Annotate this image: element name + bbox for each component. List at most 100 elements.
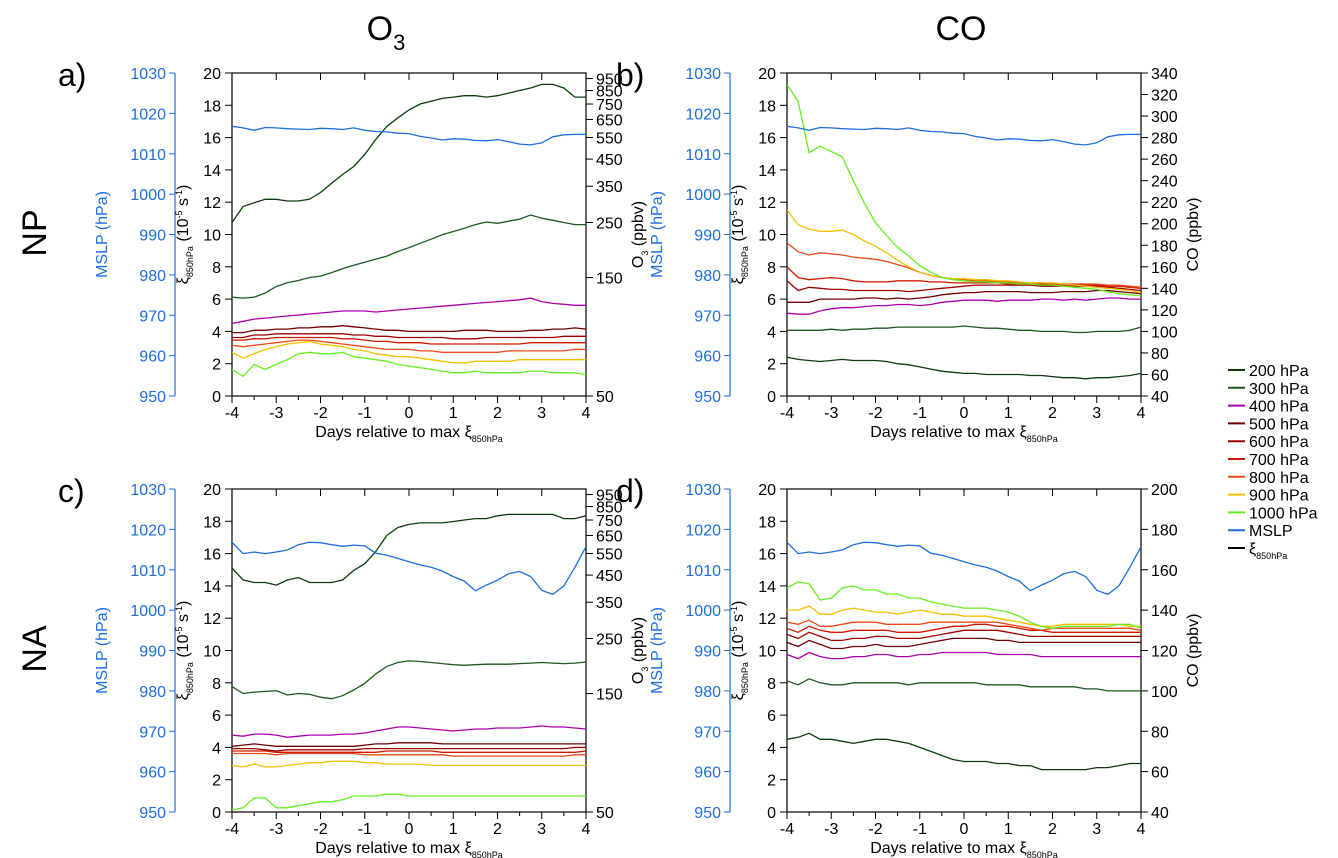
x-tick-label: 2 (493, 821, 502, 838)
vort-tick-label: 6 (767, 292, 776, 309)
x-tick-label: -4 (225, 821, 239, 838)
plot-area (232, 513, 586, 811)
series-line-400-hpa (232, 725, 586, 738)
x-tick-label: 1 (449, 405, 458, 422)
x-tick-label: 4 (582, 405, 591, 422)
vort-tick-label: 20 (758, 482, 776, 499)
right-tick-label: 750 (596, 513, 623, 530)
x-tick-label: 0 (405, 405, 414, 422)
series-line-1000-hpa (787, 581, 1141, 629)
x-tick-label: 2 (1048, 405, 1057, 422)
mslp-tick-label: 980 (694, 268, 721, 285)
vort-tick-label: 10 (203, 228, 221, 245)
x-axis-label: Days relative to max ξ850hPa (315, 424, 503, 444)
vort-tick-label: 4 (767, 740, 776, 757)
vort-tick-label: 10 (758, 644, 776, 661)
vort-tick-label: 4 (212, 324, 221, 341)
x-tick-label: 3 (537, 821, 546, 838)
right-tick-label: 200 (1151, 482, 1178, 499)
right-tick-label: 260 (1151, 152, 1178, 169)
right-tick-label: 140 (1151, 281, 1178, 298)
series-line-800-hpa (232, 752, 586, 757)
mslp-tick-label: 1020 (685, 106, 721, 123)
mslp-tick-label: 950 (694, 805, 721, 822)
x-tick-label: 4 (1137, 405, 1146, 422)
mslp-tick-label: 990 (694, 644, 721, 661)
vort-tick-label: 18 (758, 98, 776, 115)
legend-label: MSLP (1249, 523, 1293, 540)
vort-tick-label: 20 (758, 66, 776, 83)
x-tick-label: -1 (358, 821, 372, 838)
series-line-mslp (787, 125, 1141, 146)
mslp-tick-label: 1030 (130, 482, 166, 499)
right-tick-label: 450 (596, 152, 623, 169)
right-tick-label: 160 (1151, 260, 1178, 277)
right-tick-label: 550 (596, 546, 623, 563)
series-line-800-hpa (232, 339, 586, 353)
vort-tick-label: 10 (203, 644, 221, 661)
x-tick-label: -2 (313, 405, 327, 422)
mslp-tick-label: 1030 (685, 66, 721, 83)
mslp-tick-label: 970 (694, 308, 721, 325)
right-tick-label: 240 (1151, 174, 1178, 191)
mslp-tick-label: 1030 (130, 66, 166, 83)
x-tick-label: -2 (313, 821, 327, 838)
x-tick-label: 1 (449, 821, 458, 838)
right-tick-label: 80 (1151, 346, 1169, 363)
series-line-400-hpa (787, 297, 1141, 315)
right-tick-label: 450 (596, 568, 623, 585)
mslp-tick-label: 950 (694, 389, 721, 406)
right-tick-label: 750 (596, 97, 623, 114)
mslp-tick-label: 1000 (130, 603, 166, 620)
series-line-900-hpa (787, 605, 1141, 627)
legend-label: 1000 hPa (1249, 505, 1318, 522)
x-tick-label: -2 (868, 821, 882, 838)
right-tick-label: 950 (596, 488, 623, 505)
mslp-tick-label: 1010 (685, 147, 721, 164)
right-tick-label: 250 (596, 215, 623, 232)
right-tick-label: 250 (596, 631, 623, 648)
series-line-700-hpa (787, 266, 1141, 289)
mslp-tick-label: 970 (139, 724, 166, 741)
mslp-tick-label: 960 (694, 765, 721, 782)
series-line-300-hpa (787, 678, 1141, 692)
plot-area (232, 83, 586, 378)
right-tick-label: 150 (596, 687, 623, 704)
vort-tick-label: 12 (758, 611, 776, 628)
series-line-600-hpa (787, 629, 1141, 642)
mslp-tick-label: 960 (694, 349, 721, 366)
vort-tick-label: 0 (767, 389, 776, 406)
vort-tick-label: 12 (203, 195, 221, 212)
legend-label: 800 hPa (1249, 470, 1309, 487)
vort-tick-label: 18 (203, 98, 221, 115)
right-tick-label: 140 (1151, 603, 1178, 620)
series-line-300-hpa (232, 214, 586, 299)
legend-label: 900 hPa (1249, 488, 1309, 505)
panel-label: a) (58, 57, 86, 93)
x-tick-label: 1 (1004, 821, 1013, 838)
vort-tick-label: 4 (767, 324, 776, 341)
vorticity-axis-label: ξ850hPa (10-5 s-1) (174, 601, 195, 701)
right-tick-label: 200 (1151, 217, 1178, 234)
right-axis-label: O3 (ppbv) (630, 617, 650, 684)
plot-frame (786, 72, 1142, 397)
right-axis-label: CO (ppbv) (1185, 198, 1202, 272)
x-tick-label: 4 (1137, 821, 1146, 838)
x-tick-label: -1 (913, 821, 927, 838)
right-axis-label: O3 (ppbv) (630, 201, 650, 268)
series-line-mslp (232, 125, 586, 146)
series-line-300-hpa (787, 325, 1141, 334)
mslp-tick-label: 980 (694, 684, 721, 701)
mslp-tick-label: 990 (694, 228, 721, 245)
mslp-tick-label: 1020 (130, 522, 166, 539)
legend-label: 300 hPa (1249, 381, 1309, 398)
vort-tick-label: 2 (212, 773, 221, 790)
x-tick-label: -3 (824, 405, 838, 422)
vort-tick-label: 2 (767, 357, 776, 374)
series-line-700-hpa (787, 623, 1141, 634)
x-tick-label: 2 (1048, 821, 1057, 838)
right-tick-label: 120 (1151, 303, 1178, 320)
vort-tick-label: 12 (758, 195, 776, 212)
